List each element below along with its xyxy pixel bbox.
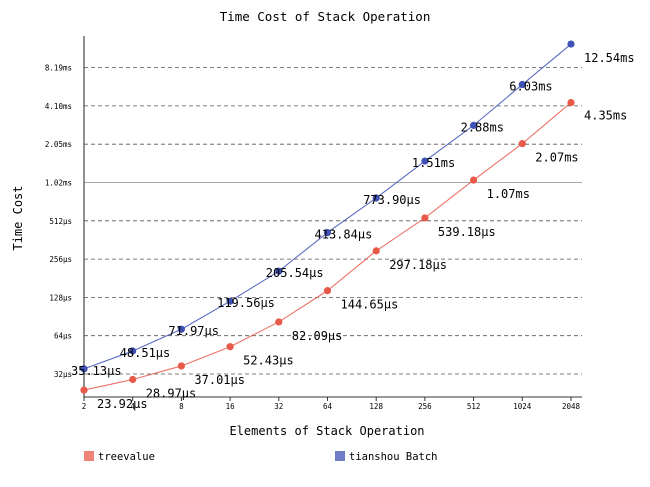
y-tick-label: 2.05ms: [45, 140, 72, 149]
y-tick-label: 64µs: [54, 332, 72, 341]
data-point: [470, 121, 478, 129]
data-label: 1.07ms: [487, 187, 530, 201]
data-label: 4.35ms: [584, 109, 627, 123]
data-label: 413.84µs: [315, 228, 373, 242]
x-tick-label: 1024: [513, 402, 532, 411]
x-tick-label: 4: [130, 402, 135, 411]
data-point: [80, 365, 88, 373]
legend-swatch: [335, 451, 345, 461]
data-label: 144.65µs: [341, 298, 399, 312]
x-tick-label: 512: [467, 402, 481, 411]
legend-swatch: [84, 451, 94, 461]
data-point: [323, 228, 332, 237]
x-tick-label: 16: [226, 402, 236, 411]
data-point: [275, 267, 283, 275]
data-label: 37.01µs: [194, 373, 245, 387]
data-point: [372, 194, 380, 202]
data-point: [177, 362, 185, 370]
data-point: [518, 140, 526, 148]
x-tick-label: 256: [418, 402, 432, 411]
data-point: [275, 318, 283, 326]
y-tick-label: 32µs: [54, 370, 72, 379]
data-point: [567, 40, 575, 48]
axes: 2 4 8 16 32 64 128 256 512 1024 2048: [82, 36, 582, 411]
legend-label: treevalue: [98, 451, 155, 463]
data-label: 82.09µs: [292, 329, 343, 343]
data-label: 1.51ms: [412, 156, 455, 170]
data-point: [470, 176, 478, 184]
y-tick-label: 1.02ms: [45, 179, 72, 188]
data-label: 297.18µs: [389, 258, 447, 272]
y-axis-title: Time Cost: [11, 185, 25, 250]
x-tick-label: 32: [274, 402, 283, 411]
data-point: [421, 157, 429, 165]
data-point: [372, 247, 380, 255]
data-point: [129, 375, 137, 384]
y-tick-label: 512µs: [49, 217, 72, 226]
data-label: 539.18µs: [438, 225, 496, 239]
x-tick-label: 8: [179, 402, 184, 411]
y-tick-label: 128µs: [49, 293, 72, 302]
data-label: 2.07ms: [535, 151, 578, 165]
data-point: [226, 297, 234, 305]
legend-label: tianshou Batch: [349, 451, 438, 463]
series: [80, 40, 575, 394]
data-point: [323, 287, 332, 295]
data-label: 28.97µs: [146, 386, 197, 400]
x-tick-label: 64: [323, 402, 333, 411]
data-label: 2.88ms: [461, 120, 504, 134]
y-tick-label: 256µs: [49, 255, 72, 264]
legend: treevalue tianshou Batch: [84, 451, 438, 463]
chart-title: Time Cost of Stack Operation: [220, 9, 431, 24]
data-label: 71.97µs: [168, 324, 219, 338]
x-tick-label: 2048: [562, 402, 581, 411]
data-point: [129, 347, 137, 355]
y-tick-label: 8.19ms: [45, 64, 72, 73]
data-label: 12.54ms: [584, 51, 635, 65]
data-point: [421, 214, 429, 222]
x-axis-title: Elements of Stack Operation: [229, 424, 424, 438]
data-point: [226, 343, 234, 351]
data-label: 119.56µs: [217, 296, 275, 310]
data-label: 773.90µs: [363, 193, 421, 207]
data-label: 23.92µs: [97, 397, 148, 411]
data-point: [518, 80, 526, 89]
data-point: [567, 98, 575, 107]
y-tick-label: 4.10ms: [45, 102, 72, 111]
data-label: 52.43µs: [243, 354, 294, 368]
data-point: [177, 325, 185, 333]
grid: 32µs 64µs 128µs 256µs 512µs 1.02ms 2.05ms 4.10m…: [45, 64, 582, 379]
data-label: 6.03ms: [509, 80, 552, 94]
x-tick-label: 128: [369, 402, 383, 411]
series-line-1: [83, 43, 572, 370]
data-label: 48.51µs: [120, 346, 171, 360]
data-point: [80, 386, 88, 394]
data-label: 35.13µs: [71, 364, 122, 378]
data-label: 205.54µs: [266, 266, 324, 280]
x-tick-label: 2: [82, 402, 87, 411]
